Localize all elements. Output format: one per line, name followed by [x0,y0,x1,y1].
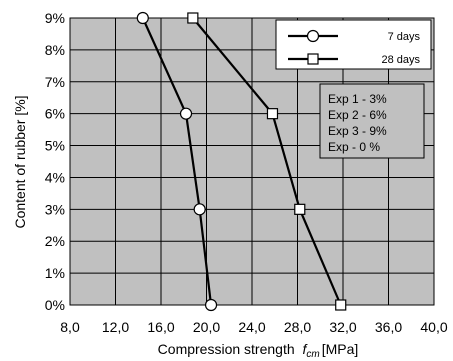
y-axis-title: Content of rubber [%] [12,95,28,228]
x-axis-title-subscript: cm [306,349,319,360]
x-axis-ticks: 8,0 12,0 16,0 20,0 24,0 28,0 32,0 36,0 40,0 [60,319,448,335]
data-point-7-days [136,11,149,25]
x-tick-label: 32,0 [329,319,356,335]
experiment-note-box [319,83,425,159]
legend: 7 days 28 days [275,19,432,70]
grid [69,17,435,306]
x-axis-title-unit: [MPa] [322,341,359,357]
x-axis-title-text: Compression strength [158,341,295,357]
x-tick-label: 8,0 [60,319,80,335]
x-tick-label: 40,0 [420,319,447,335]
series-7-days [136,11,218,312]
y-tick-label: 7% [45,74,65,90]
series-layer [136,11,347,312]
data-point-28-days [294,203,306,215]
y-axis-ticks: 0% 1% 2% 3% 4% 5% 6% 7% 8% 9% [45,10,65,313]
legend-box [275,19,432,70]
y-tick-label: 5% [45,138,65,154]
data-point-28-days [335,299,347,311]
data-point-7-days [204,298,218,312]
x-tick-label: 36,0 [375,319,402,335]
y-tick-label: 1% [45,265,65,281]
data-point-7-days [179,107,193,120]
experiment-note-line: Exp 3 - 9% [328,124,387,138]
x-tick-label: 20,0 [193,319,220,335]
y-tick-label: 9% [45,10,65,26]
y-tick-label: 6% [45,106,65,122]
x-axis-title-symbol: f [303,341,309,357]
y-tick-label: 4% [45,169,65,185]
x-axis-title: Compression strength fcm [MPa] [158,341,359,360]
legend-marker-28-days [307,53,319,65]
series-line-7-days [141,17,213,306]
x-tick-label: 28,0 [284,319,311,335]
x-tick-label: 16,0 [147,319,174,335]
experiment-note-line: Exp 1 - 3% [328,92,387,106]
data-point-28-days [187,12,199,24]
y-tick-label: 8% [45,42,65,58]
experiment-note-line: Exp 2 - 6% [328,108,387,122]
data-point-28-days [266,108,279,120]
series-line-28-days [192,17,342,306]
data-point-7-days [193,203,206,216]
y-tick-label: 0% [45,297,65,313]
legend-marker-7-days [306,29,320,43]
x-tick-label: 12,0 [102,319,129,335]
x-tick-label: 24,0 [238,319,265,335]
experiment-note: Exp 1 - 3% Exp 2 - 6% Exp 3 - 9% Exp - 0 % [319,83,425,159]
y-tick-label: 2% [45,233,65,249]
y-tick-label: 3% [45,201,65,217]
experiment-note-line: Exp - 0 % [328,140,380,154]
series-28-days [187,12,347,311]
legend-label-28-days: 28 days [381,54,420,66]
legend-label-7-days: 7 days [388,31,421,43]
